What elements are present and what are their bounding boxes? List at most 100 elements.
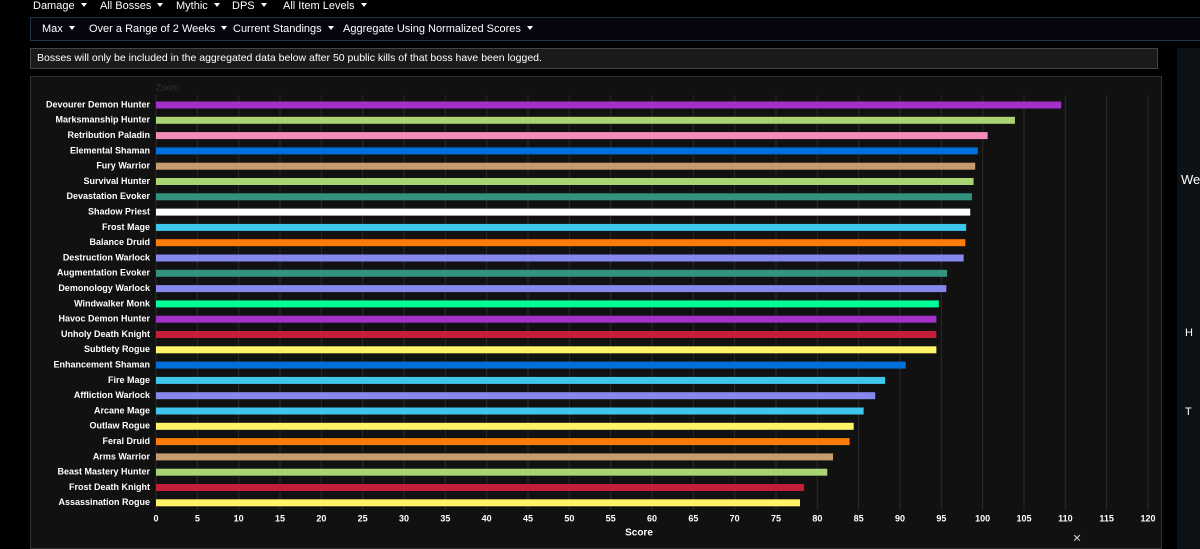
nav-dropdown[interactable]: Damage — [33, 0, 87, 12]
x-tick-label: 110 — [1058, 513, 1073, 523]
bar — [156, 116, 1015, 124]
y-tick-label: Frost Death Knight — [69, 482, 150, 492]
y-tick-label: Subtlety Rogue — [84, 344, 150, 354]
y-tick-label: Destruction Warlock — [63, 252, 151, 262]
bar — [156, 162, 976, 170]
y-tick-label: Havoc Demon Hunter — [58, 314, 150, 324]
x-tick-label: 105 — [1016, 513, 1031, 523]
close-button[interactable]: × — [1073, 530, 1081, 546]
x-tick-label: 5 — [195, 513, 200, 523]
y-tick-label: Devastation Evoker — [66, 191, 150, 201]
chart: Zoom Score × 0 5 10 15 20 25 30 35 40 45 50 55 60 65 7… — [46, 82, 1156, 546]
bar — [156, 208, 971, 216]
bar — [156, 254, 964, 262]
y-tick-label: Outlaw Rogue — [90, 421, 151, 431]
filter-dropdown[interactable]: Aggregate Using Normalized Scores — [343, 18, 533, 40]
y-tick-label: Retribution Paladin — [67, 130, 150, 140]
bar — [156, 376, 886, 384]
bar — [156, 407, 864, 415]
x-tick-label: 115 — [1099, 513, 1114, 523]
y-tick-label: Arcane Mage — [94, 405, 150, 415]
side-text: We — [1181, 172, 1200, 187]
nav-dropdown[interactable]: All Item Levels — [283, 0, 367, 12]
bar — [156, 484, 805, 491]
x-tick-label: 30 — [399, 513, 409, 523]
x-tick-label: 60 — [647, 513, 657, 523]
y-tick-label: Demonology Warlock — [58, 283, 151, 293]
y-tick-label: Affliction Warlock — [74, 390, 151, 400]
notice: Bosses will only be included in the aggr… — [30, 48, 1158, 69]
x-tick-label: 120 — [1140, 513, 1155, 523]
x-tick-label: 0 — [153, 513, 158, 523]
y-tick-label: Arms Warrior — [93, 451, 151, 461]
y-tick-label: Marksmanship Hunter — [55, 115, 150, 125]
y-tick-label: Fire Mage — [108, 375, 150, 385]
nav-dropdown[interactable]: DPS — [232, 0, 267, 12]
chart-panel: Zoom Score × 0 5 10 15 20 25 30 35 40 45 50 55 60 65 7… — [30, 76, 1162, 549]
x-tick-label: 70 — [730, 513, 740, 523]
bar — [156, 285, 947, 293]
x-tick-label: 10 — [234, 513, 244, 523]
x-tick-label: 55 — [606, 513, 616, 523]
x-tick-label: 35 — [440, 513, 450, 523]
bar — [156, 315, 937, 323]
x-tick-label: 15 — [275, 513, 285, 523]
y-tick-label: Frost Mage — [102, 222, 150, 232]
side-panel: We H T — [1177, 48, 1200, 549]
y-tick-label: Augmentation Evoker — [57, 268, 151, 278]
x-tick-label: 45 — [523, 513, 533, 523]
side-text: H — [1185, 327, 1193, 339]
x-tick-label: 80 — [812, 513, 822, 523]
y-tick-label: Balance Druid — [89, 237, 150, 247]
x-tick-label: 20 — [316, 513, 326, 523]
bar — [156, 132, 988, 140]
bar — [156, 331, 937, 338]
bar — [156, 346, 937, 354]
bar — [156, 300, 939, 308]
nav-dropdown[interactable]: All Bosses — [100, 0, 163, 12]
bar — [156, 147, 978, 155]
bar — [156, 468, 828, 476]
bar — [156, 223, 967, 231]
filter-dropdown[interactable]: Max — [42, 18, 75, 40]
x-tick-label: 95 — [936, 513, 946, 523]
y-tick-label: Shadow Priest — [88, 206, 150, 216]
x-tick-label: 75 — [771, 513, 781, 523]
filter-dropdown[interactable]: Current Standings — [233, 18, 334, 40]
x-tick-label: 50 — [564, 513, 574, 523]
bar — [156, 499, 800, 507]
bar — [156, 239, 966, 247]
bar — [156, 101, 1062, 109]
y-tick-label: Fury Warrior — [96, 161, 150, 171]
zoom-label[interactable]: Zoom — [156, 82, 179, 92]
y-tick-label: Unholy Death Knight — [61, 329, 150, 339]
bar — [156, 178, 974, 185]
x-axis-title: Score — [625, 528, 653, 539]
bar — [156, 269, 948, 277]
bar — [156, 361, 906, 369]
y-tick-label: Feral Druid — [102, 436, 150, 446]
filter-row: Max Over a Range of 2 Weeks Current Stan… — [30, 17, 1200, 41]
filter-dropdown[interactable]: Over a Range of 2 Weeks — [89, 18, 227, 40]
x-tick-label: 90 — [895, 513, 905, 523]
y-tick-label: Survival Hunter — [83, 176, 150, 186]
bar — [156, 422, 854, 430]
nav-row: Damage All Bosses Mythic DPS All Item Le… — [0, 0, 1200, 16]
x-tick-label: 85 — [854, 513, 864, 523]
x-tick-label: 65 — [688, 513, 698, 523]
x-tick-label: 100 — [975, 513, 990, 523]
x-tick-label: 25 — [358, 513, 368, 523]
nav-dropdown[interactable]: Mythic — [176, 0, 220, 12]
y-tick-label: Beast Mastery Hunter — [57, 467, 150, 477]
bar — [156, 438, 850, 446]
bar — [156, 392, 876, 400]
y-tick-label: Assassination Rogue — [58, 497, 150, 507]
side-text: T — [1185, 406, 1192, 418]
x-tick-label: 40 — [482, 513, 492, 523]
y-tick-label: Windwalker Monk — [74, 298, 151, 308]
bar — [156, 453, 834, 461]
y-tick-label: Enhancement Shaman — [53, 359, 150, 369]
y-tick-label: Elemental Shaman — [70, 145, 150, 155]
bar — [156, 193, 972, 201]
